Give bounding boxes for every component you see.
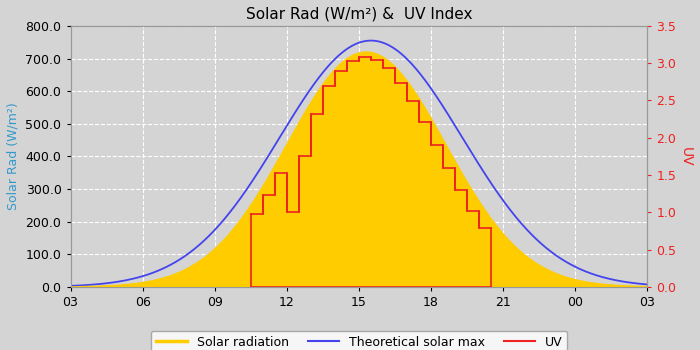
Y-axis label: Solar Rad (W/m²): Solar Rad (W/m²) [7, 103, 20, 210]
Title: Solar Rad (W/m²) &  UV Index: Solar Rad (W/m²) & UV Index [246, 7, 472, 22]
Legend: Solar radiation, Theoretical solar max, UV: Solar radiation, Theoretical solar max, … [150, 331, 568, 350]
Y-axis label: UV: UV [679, 147, 693, 166]
